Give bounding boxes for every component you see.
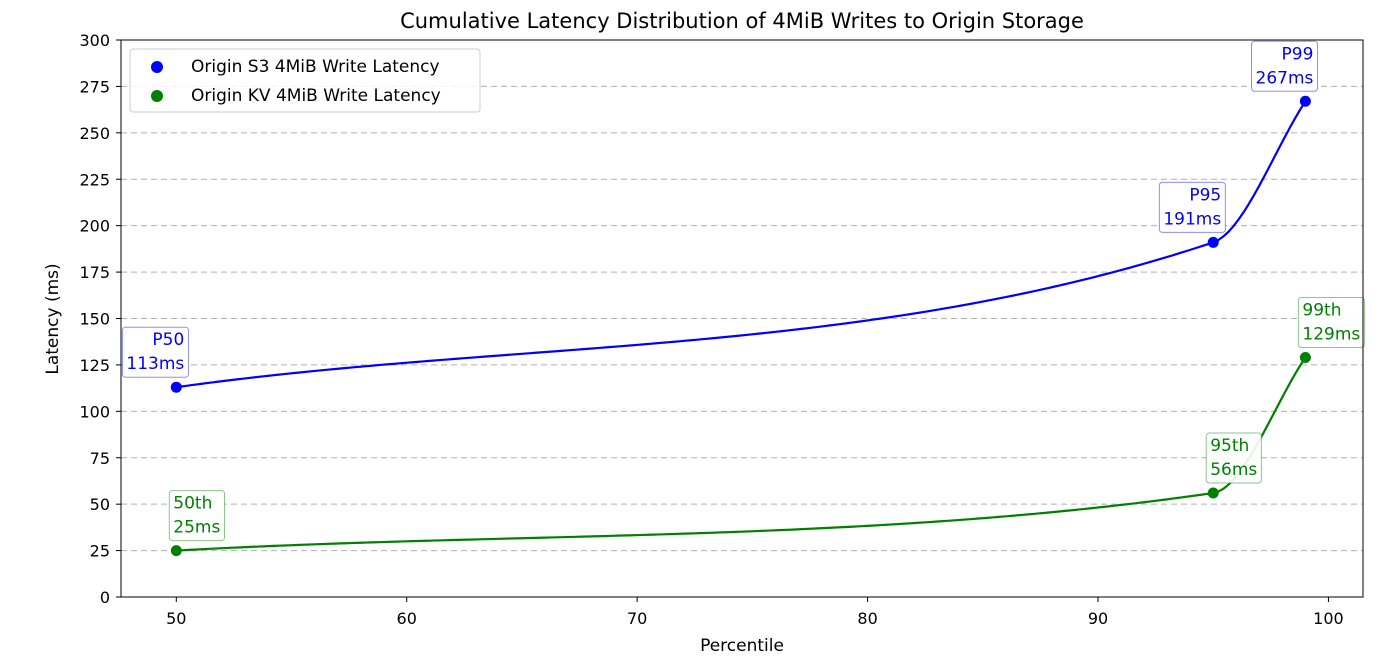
y-tick-label: 150: [79, 310, 110, 329]
legend-frame: [129, 48, 481, 113]
y-tick-label: 225: [79, 170, 110, 189]
legend-marker-kv: [151, 90, 163, 102]
y-tick-label: 300: [79, 31, 110, 50]
data-point-kv: [1207, 487, 1219, 499]
annotation-line1: 50th: [173, 494, 212, 514]
y-tick-label: 175: [79, 263, 110, 282]
annotation-box: [121, 326, 189, 378]
annotation-line2: 191ms: [1163, 209, 1221, 229]
y-tick-label: 0: [100, 588, 110, 607]
series-line-kv: [176, 356, 1307, 552]
x-tick-label: 70: [627, 609, 647, 628]
x-axis-ticks: 50 60 70 80 90 100: [166, 597, 1344, 628]
annotation-line2: 113ms: [126, 354, 184, 374]
annotation-box: [168, 490, 225, 542]
chart-title: Cumulative Latency Distribution of 4MiB …: [400, 9, 1084, 33]
annotation-line1: 95th: [1210, 436, 1249, 456]
x-tick-label: 50: [166, 609, 186, 628]
y-tick-label: 25: [90, 542, 110, 561]
y-tick-label: 75: [90, 449, 110, 468]
annotation-line2: 25ms: [173, 518, 220, 538]
y-tick-label: 50: [90, 495, 110, 514]
annotation-kv: 95th 56ms: [1205, 432, 1262, 484]
y-tick-label: 125: [79, 356, 110, 375]
legend-marker-s3: [151, 61, 163, 73]
annotation-line2: 267ms: [1256, 68, 1314, 88]
data-point-kv: [1299, 351, 1311, 363]
annotation-s3: P95 191ms: [1158, 181, 1226, 233]
x-tick-label: 60: [397, 609, 417, 628]
annotation-box: [1251, 40, 1319, 92]
y-axis-label: Latency (ms): [43, 263, 63, 374]
data-point-s3: [1299, 95, 1311, 107]
annotation-line2: 56ms: [1210, 460, 1257, 480]
data-point-kv: [170, 545, 182, 557]
legend-label-kv: Origin KV 4MiB Write Latency: [191, 86, 441, 106]
x-tick-label: 80: [857, 609, 877, 628]
data-point-s3: [1207, 236, 1219, 248]
annotation-kv: 50th 25ms: [168, 490, 225, 542]
data-points: [170, 95, 1311, 557]
annotation-line1: P95: [1189, 185, 1221, 205]
x-tick-label: 90: [1088, 609, 1108, 628]
annotation-box: [1205, 432, 1262, 484]
annotation-s3: P50 113ms: [121, 326, 189, 378]
legend: Origin S3 4MiB Write Latency Origin KV 4…: [129, 48, 481, 113]
y-tick-label: 275: [79, 77, 110, 96]
annotation-line2: 129ms: [1302, 324, 1360, 344]
point-annotations: P50 113ms P95 191ms P99 267ms 50th 25ms 95th 56ms…: [121, 40, 1365, 542]
annotation-box: [1158, 181, 1226, 233]
grid-lines: [121, 85, 1363, 552]
x-axis-label: Percentile: [700, 636, 784, 656]
x-tick-label: 100: [1313, 609, 1344, 628]
annotation-line1: P99: [1282, 44, 1314, 64]
annotation-line1: 99th: [1302, 300, 1341, 320]
annotation-s3: P99 267ms: [1251, 40, 1319, 92]
y-tick-label: 250: [79, 124, 110, 143]
legend-label-s3: Origin S3 4MiB Write Latency: [191, 57, 440, 77]
series-curves: [176, 100, 1307, 552]
annotation-line1: P50: [152, 330, 184, 350]
annotation-kv: 99th 129ms: [1297, 296, 1365, 348]
y-tick-label: 100: [79, 402, 110, 421]
y-tick-label: 200: [79, 217, 110, 236]
data-point-s3: [170, 381, 182, 393]
series-line-s3: [176, 100, 1307, 389]
y-axis-ticks: 0 25 50 75 100 125 150 175 200 225 250 275 300: [79, 31, 121, 607]
annotation-box: [1297, 296, 1365, 348]
